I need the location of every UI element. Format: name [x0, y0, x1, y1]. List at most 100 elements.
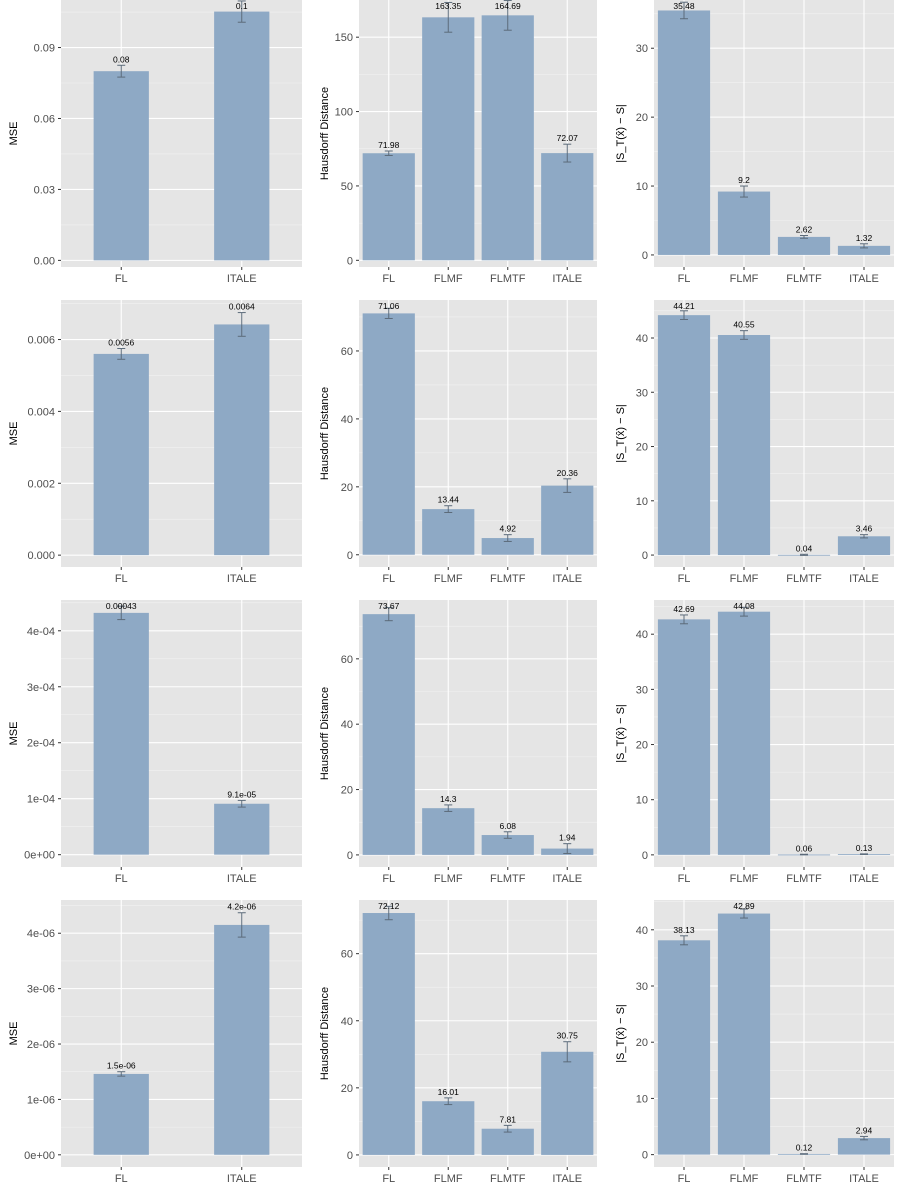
y-tick-label: 0 [347, 850, 353, 862]
y-axis-title: MSE [8, 422, 20, 446]
bar-value-label: 44.21 [673, 301, 695, 311]
chart-panel-1: 0.08 0.1 0.00 0.03 0.06 0.09 FL ITALE MSE [8, 0, 302, 285]
y-tick-label: 100 [335, 107, 353, 119]
y-tick-label: 0.006 [27, 335, 55, 347]
bar-value-label: 0.0056 [108, 338, 134, 348]
y-tick-label: 0 [347, 1150, 353, 1162]
x-tick-label: FL [382, 573, 395, 585]
bar-value-label: 6.08 [499, 821, 516, 831]
y-tick-label: 0.004 [27, 406, 55, 418]
bar-itale [214, 324, 270, 556]
bar-value-label: 0.12 [796, 1143, 813, 1153]
y-axis-title: MSE [8, 1022, 20, 1046]
bar-value-label: 35.48 [673, 1, 695, 11]
bar-value-label: 1.5e-06 [107, 1061, 136, 1071]
bar-value-label: 42.89 [733, 901, 755, 911]
x-tick-label: FL [678, 573, 691, 585]
x-tick-label: FLMTF [490, 573, 526, 585]
bar-value-label: 164.69 [495, 1, 521, 11]
y-tick-label: 20 [341, 785, 353, 797]
x-tick-label: FL [678, 873, 691, 885]
y-tick-label: 1e-04 [27, 794, 55, 806]
chart-panel-5: 71.06 13.44 4.92 20.36 0 20 40 60 FL FLMF FLMTF ITA… [319, 300, 597, 585]
y-tick-label: 0 [347, 255, 353, 267]
y-tick-label: 0e+00 [24, 850, 55, 862]
bar-flmtf [481, 538, 534, 555]
x-tick-label: ITALE [227, 573, 257, 585]
x-tick-label: FLMF [730, 273, 759, 285]
bar-flmtf [777, 236, 831, 255]
y-tick-label: 40 [341, 414, 353, 426]
bar-value-label: 163.35 [435, 1, 461, 11]
bar-value-label: 9.2 [738, 175, 750, 185]
bar-itale [837, 536, 891, 556]
bar-fl [657, 940, 711, 1155]
x-tick-label: FL [115, 873, 128, 885]
chart-panel-4: 0.0056 0.0064 0.000 0.002 0.004 0.006 FL ITALE M… [8, 300, 302, 585]
y-tick-label: 40 [636, 629, 648, 641]
bar-itale [214, 803, 270, 855]
bar-flmf [717, 611, 771, 855]
y-tick-label: 4e-04 [27, 626, 55, 638]
x-tick-label: FLMTF [490, 1173, 526, 1185]
bar-value-label: 0.13 [856, 843, 873, 853]
bar-value-label: 73.67 [378, 601, 400, 611]
bar-fl [657, 619, 711, 855]
x-tick-label: FL [382, 273, 395, 285]
chart-panel-3: 35.48 9.2 2.62 1.32 0 10 20 30 FL FLMF FLMTF ITALE |… [615, 0, 894, 285]
y-tick-label: 40 [636, 925, 648, 937]
x-tick-label: FLMTF [786, 573, 822, 585]
x-tick-label: FLMF [730, 1173, 759, 1185]
chart-panel-12: 38.13 42.89 0.12 2.94 0 10 20 30 40 FL FLMF FLMTF IT… [615, 900, 894, 1185]
y-tick-label: 30 [636, 684, 648, 696]
y-tick-label: 30 [636, 981, 648, 993]
x-tick-label: ITALE [227, 1173, 257, 1185]
bar-value-label: 7.81 [499, 1114, 516, 1124]
x-tick-label: FLMTF [786, 873, 822, 885]
bar-value-label: 16.01 [438, 1087, 460, 1097]
bar-fl [657, 315, 711, 556]
y-tick-label: 0.00 [34, 255, 55, 267]
y-tick-label: 0.06 [34, 113, 55, 125]
y-tick-label: 20 [636, 1037, 648, 1049]
x-tick-label: ITALE [552, 873, 582, 885]
bar-fl [93, 1073, 149, 1155]
x-tick-label: FL [382, 873, 395, 885]
bar-value-label: 72.07 [557, 133, 579, 143]
bar-value-label: 13.44 [438, 495, 460, 505]
y-tick-label: 60 [341, 346, 353, 358]
bar-value-label: 0.1 [236, 1, 248, 11]
x-tick-label: FLMTF [786, 273, 822, 285]
bar-value-label: 72.12 [378, 901, 400, 911]
y-axis-title: |S_T(x̂) − S| [615, 1004, 627, 1063]
x-tick-label: FL [115, 273, 128, 285]
bar-value-label: 14.3 [440, 794, 457, 804]
bar-itale [541, 153, 594, 261]
bar-value-label: 2.62 [796, 225, 813, 235]
y-tick-label: 10 [636, 1093, 648, 1105]
bar-value-label: 38.13 [673, 925, 695, 935]
x-tick-label: FL [382, 1173, 395, 1185]
bar-value-label: 2.94 [856, 1125, 873, 1135]
y-axis-title: Hausdorff Distance [319, 987, 331, 1080]
y-tick-label: 0 [642, 250, 648, 262]
bar-value-label: 71.06 [378, 301, 400, 311]
y-tick-label: 0.09 [34, 43, 55, 55]
y-tick-label: 4e-06 [27, 928, 55, 940]
y-axis-title: MSE [8, 722, 20, 746]
y-tick-label: 0.03 [34, 184, 55, 196]
x-tick-label: FLMF [434, 573, 463, 585]
bar-value-label: 0.04 [796, 543, 813, 553]
bar-flmtf [481, 1128, 534, 1155]
y-tick-label: 30 [636, 43, 648, 55]
bar-fl [362, 313, 415, 555]
bar-itale [837, 245, 891, 255]
bar-flmf [717, 335, 771, 556]
chart-panel-2: 71.98 163.35 164.69 72.07 0 50 100 150 FL FLMF FLM… [319, 0, 597, 285]
bar-value-label: 3.46 [856, 524, 873, 534]
bar-value-label: 0.06 [796, 843, 813, 853]
bar-flmf [422, 509, 475, 555]
bar-flmtf [481, 15, 534, 261]
bar-value-label: 30.75 [557, 1031, 579, 1041]
